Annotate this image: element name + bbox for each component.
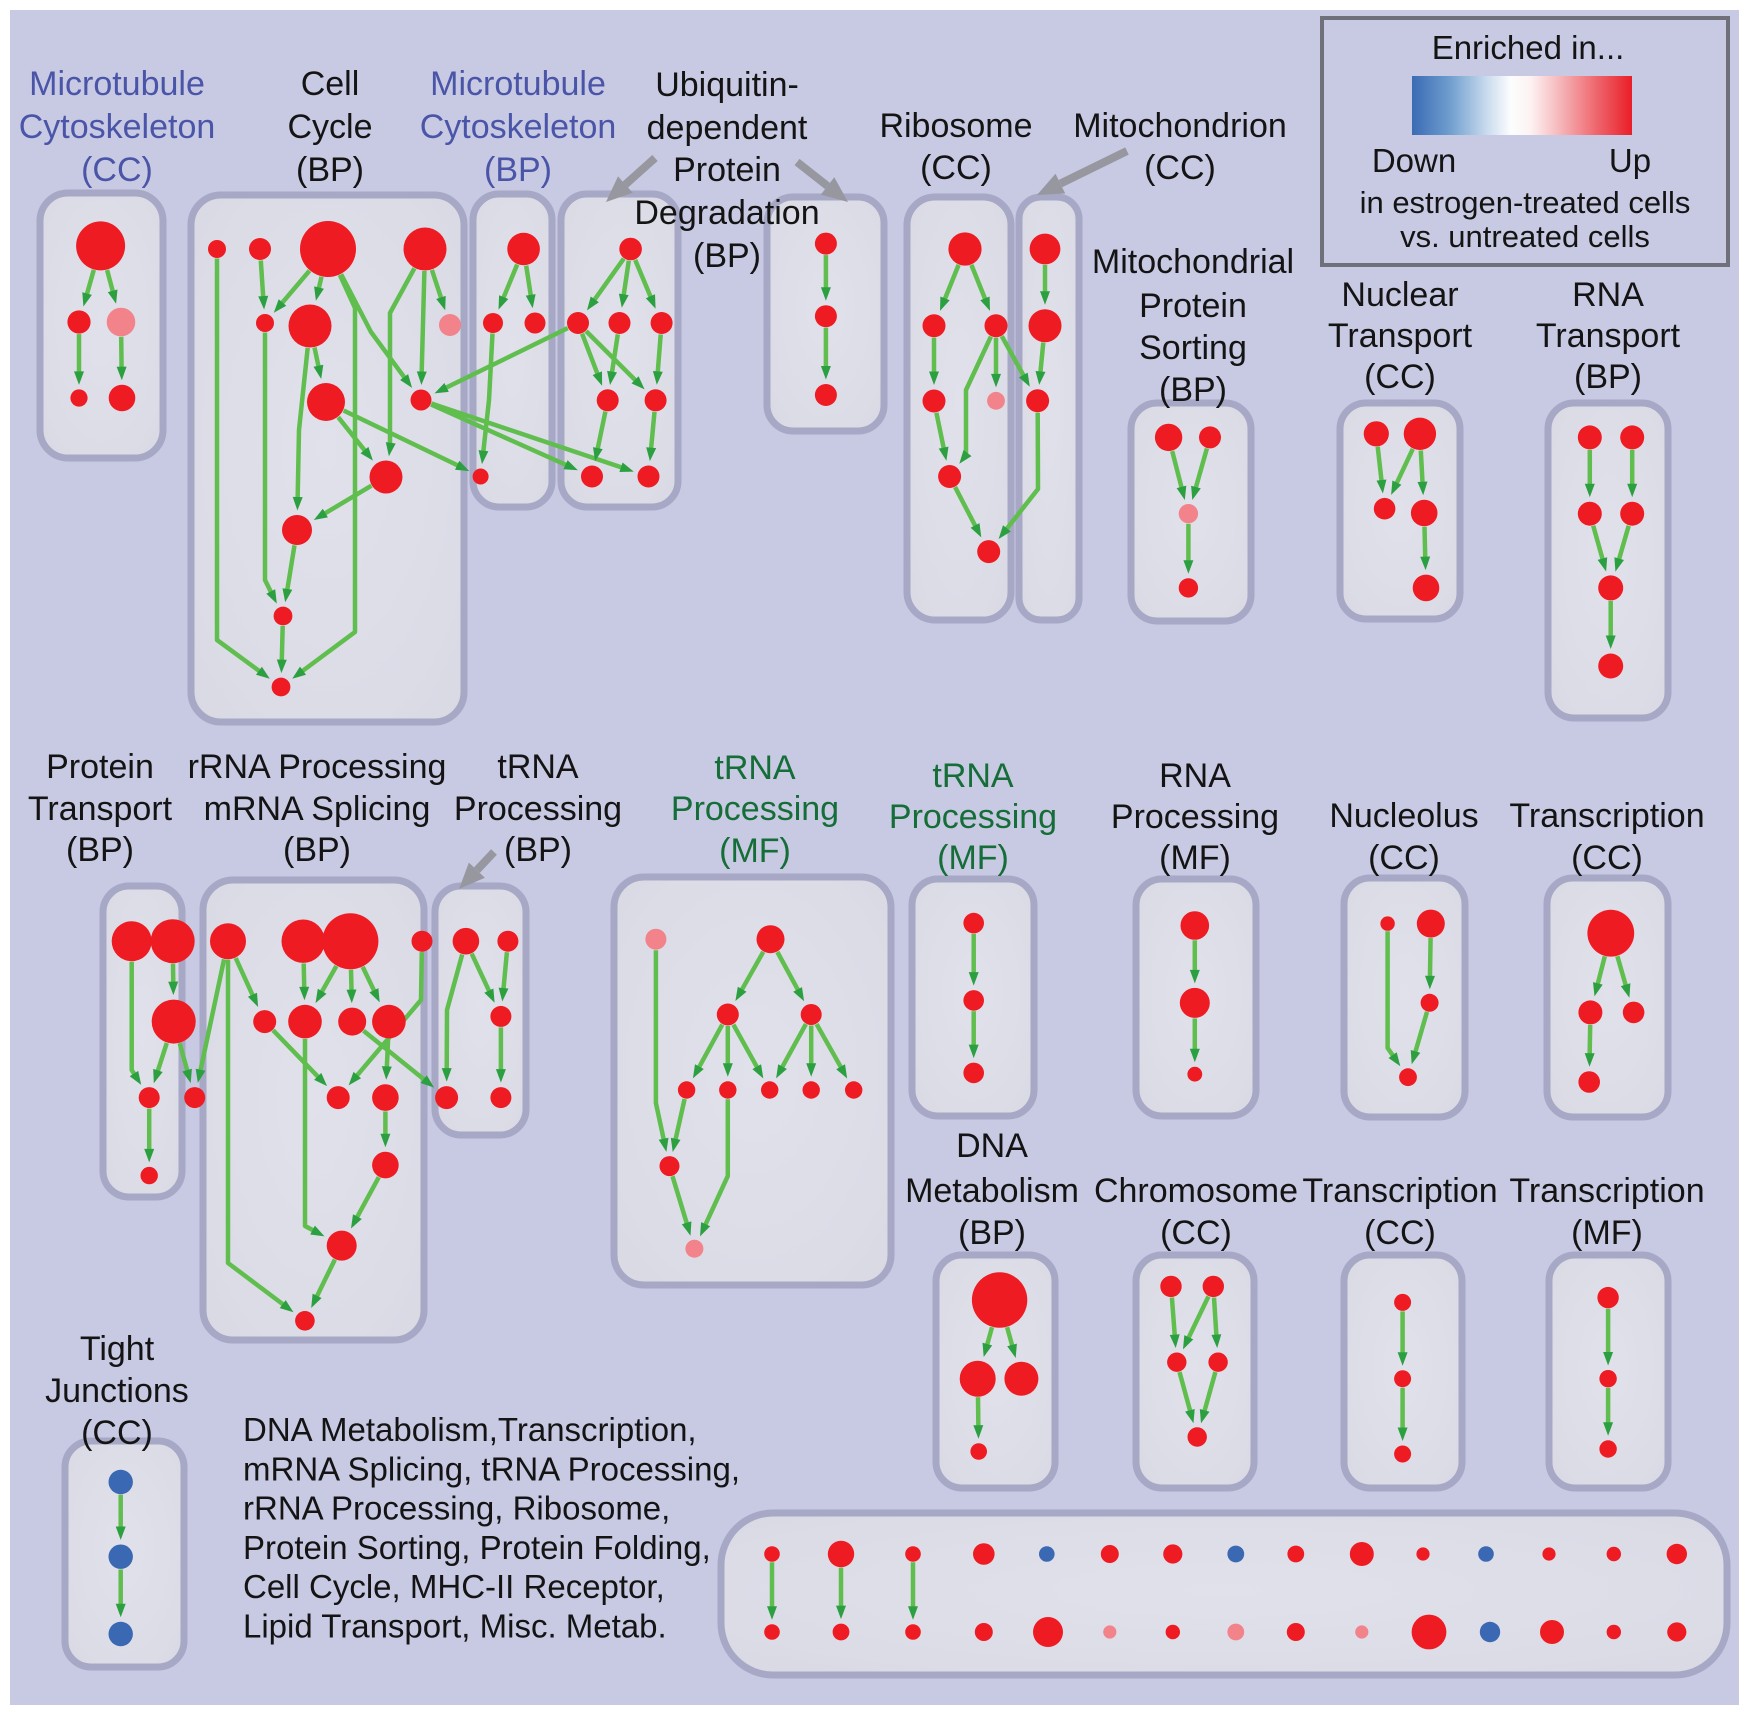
svg-text:Junctions: Junctions [45, 1372, 189, 1410]
svg-text:Protein: Protein [46, 748, 154, 786]
svg-text:Nucleolus: Nucleolus [1329, 797, 1478, 835]
svg-text:Lipid Transport, Misc. Metab.: Lipid Transport, Misc. Metab. [243, 1608, 667, 1645]
svg-text:(BP): (BP) [693, 237, 761, 275]
svg-text:Protein: Protein [1139, 287, 1247, 325]
svg-text:tRNA: tRNA [497, 748, 579, 786]
svg-text:Microtubule: Microtubule [430, 65, 606, 103]
svg-text:(CC): (CC) [1571, 839, 1643, 877]
svg-text:Cytoskeleton: Cytoskeleton [420, 108, 617, 146]
svg-text:Processing: Processing [1111, 798, 1279, 836]
svg-text:Enriched in...: Enriched in... [1432, 29, 1625, 66]
svg-text:Protein Sorting, Protein Foldi: Protein Sorting, Protein Folding, [243, 1529, 711, 1566]
svg-text:(MF): (MF) [937, 839, 1009, 877]
svg-text:Degradation: Degradation [634, 194, 819, 232]
svg-text:Transport: Transport [1328, 317, 1473, 355]
svg-text:(BP): (BP) [283, 831, 351, 869]
svg-text:Transcription: Transcription [1302, 1172, 1497, 1210]
svg-text:Sorting: Sorting [1139, 329, 1247, 367]
svg-text:tRNA: tRNA [714, 749, 796, 787]
svg-text:Transport: Transport [28, 790, 173, 828]
svg-text:Transcription: Transcription [1509, 1172, 1704, 1210]
svg-text:(BP): (BP) [296, 151, 364, 189]
svg-text:rRNA Processing, Ribosome,: rRNA Processing, Ribosome, [243, 1490, 670, 1527]
svg-text:Cytoskeleton: Cytoskeleton [19, 108, 216, 146]
svg-text:(BP): (BP) [1159, 371, 1227, 409]
svg-text:Metabolism: Metabolism [905, 1172, 1079, 1210]
svg-text:Ribosome: Ribosome [879, 107, 1032, 145]
svg-text:Mitochondrion: Mitochondrion [1073, 107, 1287, 145]
svg-text:(CC): (CC) [1364, 358, 1436, 396]
svg-text:tRNA: tRNA [932, 757, 1014, 795]
svg-text:DNA: DNA [956, 1127, 1028, 1165]
svg-text:DNA Metabolism,Transcription,: DNA Metabolism,Transcription, [243, 1411, 697, 1448]
svg-text:mRNA Splicing: mRNA Splicing [204, 790, 431, 828]
svg-text:in estrogen-treated cells: in estrogen-treated cells [1360, 185, 1691, 220]
svg-text:(BP): (BP) [504, 831, 572, 869]
svg-text:Processing: Processing [889, 798, 1057, 836]
svg-text:Cell: Cell [301, 65, 360, 103]
svg-text:Cell Cycle, MHC-II Receptor,: Cell Cycle, MHC-II Receptor, [243, 1568, 665, 1605]
svg-text:Processing: Processing [671, 790, 839, 828]
svg-text:(BP): (BP) [1574, 358, 1642, 396]
svg-text:(MF): (MF) [719, 832, 791, 870]
svg-text:Transport: Transport [1536, 317, 1681, 355]
svg-text:rRNA Processing: rRNA Processing [188, 748, 447, 786]
svg-text:Microtubule: Microtubule [29, 65, 205, 103]
svg-text:(CC): (CC) [1160, 1214, 1232, 1252]
svg-text:(BP): (BP) [484, 151, 552, 189]
svg-text:Protein: Protein [673, 151, 781, 189]
svg-text:(CC): (CC) [1368, 839, 1440, 877]
svg-text:(MF): (MF) [1571, 1214, 1643, 1252]
svg-text:vs. untreated cells: vs. untreated cells [1400, 219, 1650, 254]
svg-text:(CC): (CC) [920, 149, 992, 187]
svg-text:Cycle: Cycle [287, 108, 372, 146]
svg-text:(BP): (BP) [66, 831, 134, 869]
svg-text:(CC): (CC) [1144, 149, 1216, 187]
svg-text:Up: Up [1609, 142, 1651, 179]
svg-text:Transcription: Transcription [1509, 797, 1704, 835]
svg-text:(CC): (CC) [81, 151, 153, 189]
svg-text:(MF): (MF) [1159, 839, 1231, 877]
svg-text:Processing: Processing [454, 790, 622, 828]
svg-text:(CC): (CC) [81, 1414, 153, 1452]
svg-text:(CC): (CC) [1364, 1214, 1436, 1252]
svg-text:Ubiquitin-: Ubiquitin- [655, 66, 799, 104]
svg-text:dependent: dependent [647, 109, 808, 147]
svg-text:Nuclear: Nuclear [1341, 276, 1458, 314]
svg-text:mRNA Splicing, tRNA Processing: mRNA Splicing, tRNA Processing, [243, 1450, 740, 1487]
svg-text:Chromosome: Chromosome [1094, 1172, 1298, 1210]
svg-text:Mitochondrial: Mitochondrial [1092, 243, 1294, 281]
svg-text:Tight: Tight [80, 1330, 155, 1368]
svg-text:RNA: RNA [1572, 276, 1644, 314]
svg-text:(BP): (BP) [958, 1214, 1026, 1252]
svg-text:RNA: RNA [1159, 757, 1231, 795]
svg-text:Down: Down [1372, 142, 1456, 179]
